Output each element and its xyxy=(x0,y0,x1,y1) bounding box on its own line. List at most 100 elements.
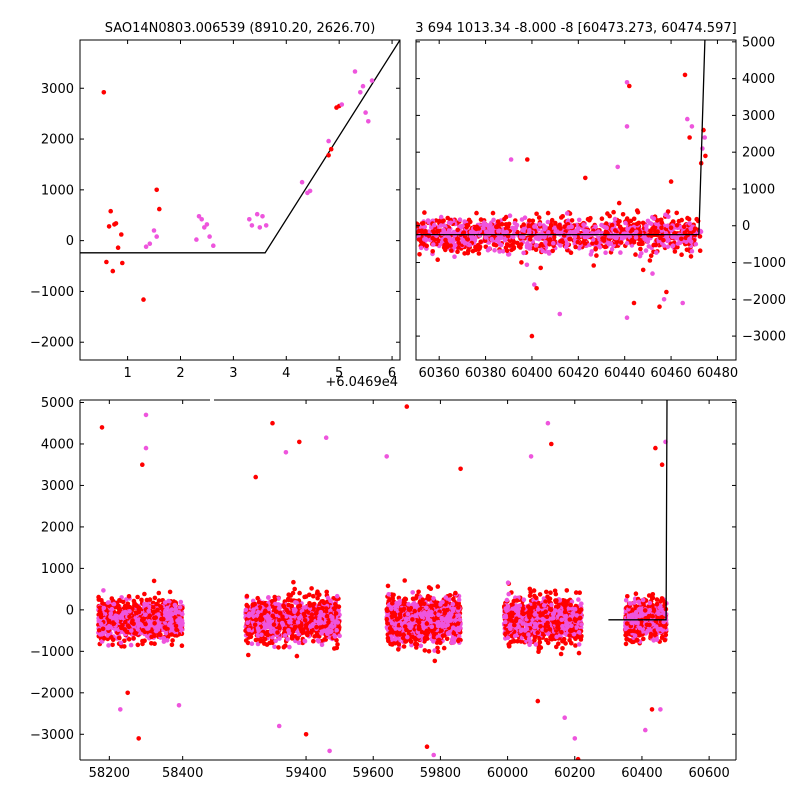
data-point xyxy=(642,236,647,242)
data-point xyxy=(527,237,533,242)
data-point xyxy=(120,260,125,266)
data-point xyxy=(105,625,111,631)
data-point xyxy=(96,628,102,633)
data-point xyxy=(110,642,115,648)
data-point xyxy=(131,636,136,641)
data-point xyxy=(178,599,184,605)
data-point xyxy=(502,238,508,243)
data-point xyxy=(339,102,345,107)
data-point xyxy=(487,246,492,251)
data-point xyxy=(161,616,166,622)
data-point xyxy=(196,214,202,219)
y-tick-label: −2000 xyxy=(742,293,786,308)
data-point xyxy=(569,218,575,223)
data-point xyxy=(411,596,417,602)
data-point xyxy=(675,244,680,250)
data-point xyxy=(300,627,306,633)
data-point xyxy=(645,218,651,224)
data-point xyxy=(561,233,567,238)
data-point xyxy=(135,594,140,600)
data-point xyxy=(677,240,683,245)
data-point xyxy=(352,69,358,74)
data-point xyxy=(476,251,482,256)
data-point xyxy=(207,234,212,239)
data-point xyxy=(470,235,476,240)
outlier-point xyxy=(525,157,530,162)
data-point xyxy=(618,250,623,255)
data-point xyxy=(262,610,267,616)
data-point xyxy=(96,597,102,602)
data-point xyxy=(202,225,207,230)
data-point xyxy=(549,222,554,228)
data-point xyxy=(417,252,422,257)
data-point xyxy=(564,211,570,216)
data-point xyxy=(629,237,635,243)
data-point xyxy=(439,231,445,236)
axes-frame-top-left xyxy=(79,39,401,361)
data-point xyxy=(536,215,542,220)
x-tick-label: 60420 xyxy=(558,366,599,381)
data-point xyxy=(665,238,670,244)
x-tick-label: 60360 xyxy=(419,366,460,381)
data-point xyxy=(315,595,320,601)
data-point xyxy=(521,222,526,227)
data-point xyxy=(167,589,173,595)
data-point xyxy=(618,240,624,245)
data-point xyxy=(493,242,499,248)
data-point xyxy=(451,630,457,636)
data-point xyxy=(464,223,470,228)
data-point xyxy=(167,621,173,626)
data-point xyxy=(393,626,398,631)
data-point xyxy=(617,219,622,224)
outlier-point xyxy=(700,146,705,151)
data-point xyxy=(296,604,301,609)
data-point xyxy=(284,614,289,619)
data-point xyxy=(116,605,121,611)
data-point xyxy=(455,227,461,233)
plot-area-top-right xyxy=(416,40,708,339)
data-point xyxy=(496,228,502,234)
data-point xyxy=(449,640,455,645)
data-point xyxy=(665,209,671,214)
data-point xyxy=(418,601,424,607)
data-point xyxy=(402,578,408,583)
data-point xyxy=(162,613,168,618)
data-point xyxy=(111,621,117,626)
data-point xyxy=(245,631,250,637)
data-point xyxy=(444,636,450,642)
data-point xyxy=(422,237,427,242)
data-point xyxy=(125,623,131,628)
data-point xyxy=(289,603,295,609)
data-point xyxy=(104,259,109,265)
data-point xyxy=(526,223,531,228)
data-point xyxy=(307,603,313,608)
data-point xyxy=(688,254,694,259)
data-point xyxy=(568,250,574,255)
data-point xyxy=(438,223,444,228)
data-point xyxy=(105,636,110,642)
data-point xyxy=(157,206,162,212)
data-point xyxy=(498,242,504,248)
x-tick-label: 60440 xyxy=(604,366,645,381)
y-tick-label: 1000 xyxy=(742,182,775,197)
data-point xyxy=(456,240,462,246)
data-point xyxy=(295,636,300,641)
data-point xyxy=(506,221,512,227)
data-point xyxy=(328,146,334,152)
data-point xyxy=(126,637,132,642)
plot-area-top-left xyxy=(80,40,400,302)
data-point xyxy=(687,221,692,226)
data-point xyxy=(425,218,431,223)
data-point xyxy=(246,627,252,633)
data-point xyxy=(329,628,334,634)
data-point xyxy=(635,209,641,215)
data-point xyxy=(547,237,553,242)
data-point xyxy=(651,242,656,248)
data-point xyxy=(483,229,489,234)
data-point xyxy=(169,632,174,637)
data-point xyxy=(301,611,307,617)
data-point xyxy=(621,227,627,233)
data-point xyxy=(527,230,532,235)
data-point xyxy=(502,216,507,222)
data-point xyxy=(697,248,703,253)
